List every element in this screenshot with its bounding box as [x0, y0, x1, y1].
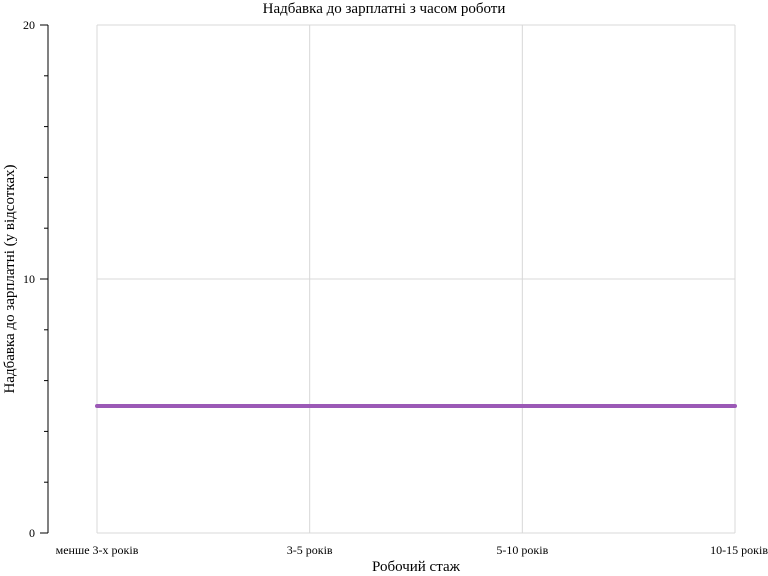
data-point	[733, 404, 737, 408]
data-point	[307, 404, 312, 408]
x-axis-label: Робочий стаж	[372, 559, 461, 575]
x-tick-label: 10-15 років	[710, 543, 768, 557]
x-ticks: менше 3-х років 3-5 років 5-10 років 10-15 …	[56, 543, 768, 557]
y-axis-label: Надбавка до зарплатні (у відсотках)	[2, 164, 18, 393]
y-tick-label: 10	[23, 272, 35, 286]
series	[95, 404, 737, 408]
data-point	[95, 404, 99, 408]
x-tick-label: менше 3-х років	[56, 543, 139, 557]
grid	[96, 24, 736, 534]
chart-title: Надбавка до зарплатні з часом роботи	[263, 1, 506, 17]
data-point	[520, 404, 525, 408]
y-tick-label: 0	[29, 526, 35, 540]
y-ticks: 0 10 20	[23, 18, 48, 540]
y-tick-label: 20	[23, 18, 35, 32]
x-tick-label: 5-10 років	[496, 543, 548, 557]
x-tick-label: 3-5 років	[287, 543, 333, 557]
